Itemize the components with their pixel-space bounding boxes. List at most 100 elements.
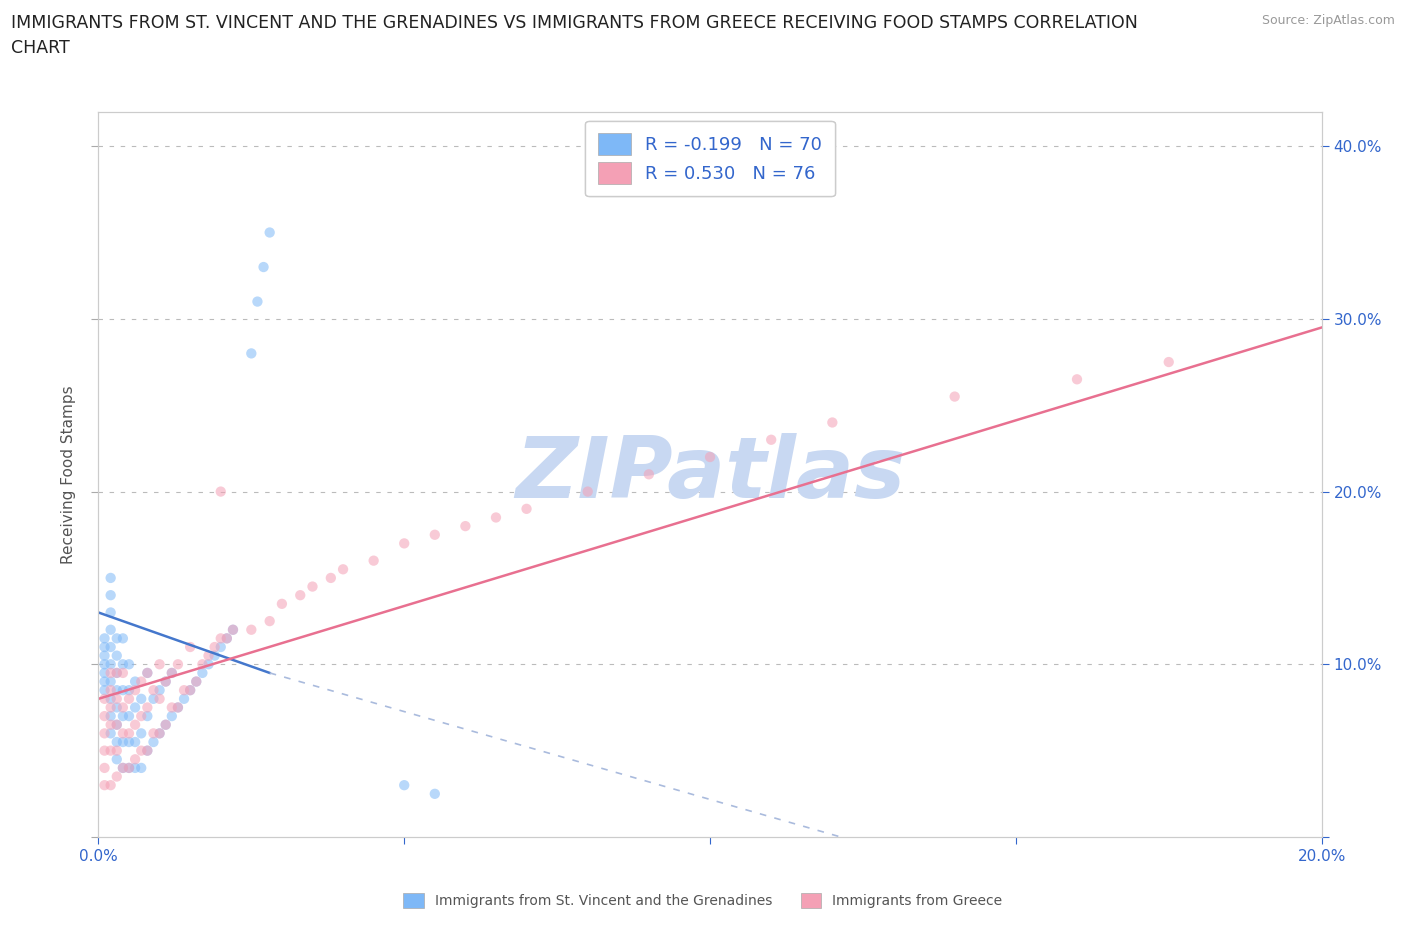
Point [93, 657, 115, 671]
Text: ZIPatlas: ZIPatlas [515, 432, 905, 516]
Point [111, 666, 134, 681]
Point [136, 666, 159, 681]
Point [155, 674, 177, 689]
Point [105, 631, 128, 645]
Point [100, 717, 122, 732]
Point [246, 294, 269, 309]
Point [136, 743, 159, 758]
Point [111, 683, 134, 698]
Point [759, 432, 782, 447]
Legend: Immigrants from St. Vincent and the Grenadines, Immigrants from Greece: Immigrants from St. Vincent and the Gren… [398, 888, 1008, 914]
Y-axis label: Receiving Food Stamps: Receiving Food Stamps [60, 385, 76, 564]
Point [179, 683, 201, 698]
Point [105, 743, 128, 758]
Point [93, 648, 115, 663]
Point [129, 674, 152, 689]
Point [485, 510, 508, 525]
Point [186, 674, 208, 689]
Point [124, 717, 146, 732]
Point [93, 743, 115, 758]
Point [100, 709, 122, 724]
Point [118, 735, 141, 750]
Point [100, 777, 122, 792]
Point [118, 726, 141, 741]
Point [129, 691, 152, 706]
Point [160, 666, 183, 681]
Point [118, 657, 141, 671]
Point [111, 657, 134, 671]
Point [124, 761, 146, 776]
Point [118, 709, 141, 724]
Point [423, 527, 446, 542]
Point [129, 761, 152, 776]
Point [118, 761, 141, 776]
Point [149, 726, 172, 741]
Point [142, 683, 165, 698]
Point [215, 631, 238, 645]
Point [160, 709, 183, 724]
Point [270, 596, 292, 611]
Point [111, 700, 134, 715]
Point [124, 700, 146, 715]
Point [197, 648, 219, 663]
Point [173, 683, 195, 698]
Point [93, 777, 115, 792]
Point [1157, 354, 1180, 369]
Point [392, 536, 416, 551]
Point [215, 631, 238, 645]
Point [93, 683, 115, 698]
Point [100, 588, 122, 603]
Point [186, 674, 208, 689]
Point [155, 717, 177, 732]
Point [129, 726, 152, 741]
Point [124, 674, 146, 689]
Point [943, 389, 966, 404]
Point [105, 683, 128, 698]
Point [93, 640, 115, 655]
Point [111, 761, 134, 776]
Point [100, 605, 122, 620]
Point [105, 666, 128, 681]
Point [93, 726, 115, 741]
Point [149, 726, 172, 741]
Point [179, 640, 201, 655]
Point [111, 735, 134, 750]
Point [93, 666, 115, 681]
Point [209, 485, 232, 499]
Point [105, 769, 128, 784]
Point [332, 562, 354, 577]
Point [197, 657, 219, 671]
Point [240, 346, 263, 361]
Text: IMMIGRANTS FROM ST. VINCENT AND THE GRENADINES VS IMMIGRANTS FROM GREECE RECEIVI: IMMIGRANTS FROM ST. VINCENT AND THE GREN… [11, 14, 1137, 32]
Text: Source: ZipAtlas.com: Source: ZipAtlas.com [1261, 14, 1395, 27]
Point [392, 777, 416, 792]
Point [363, 553, 385, 568]
Point [136, 743, 159, 758]
Point [111, 631, 134, 645]
Point [93, 674, 115, 689]
Point [821, 415, 844, 430]
Point [149, 657, 172, 671]
Point [155, 674, 177, 689]
Point [699, 449, 721, 464]
Point [93, 761, 115, 776]
Point [93, 631, 115, 645]
Point [105, 648, 128, 663]
Point [160, 700, 183, 715]
Point [252, 259, 274, 274]
Point [100, 674, 122, 689]
Point [301, 579, 323, 594]
Point [209, 640, 232, 655]
Point [111, 709, 134, 724]
Point [1066, 372, 1088, 387]
Point [100, 570, 122, 585]
Point [100, 666, 122, 681]
Point [319, 570, 342, 585]
Point [576, 485, 599, 499]
Point [100, 700, 122, 715]
Point [118, 761, 141, 776]
Point [222, 622, 245, 637]
Point [204, 640, 226, 655]
Point [191, 657, 214, 671]
Point [100, 726, 122, 741]
